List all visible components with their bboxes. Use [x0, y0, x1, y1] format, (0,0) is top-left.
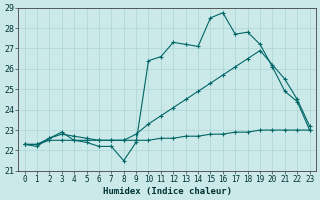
X-axis label: Humidex (Indice chaleur): Humidex (Indice chaleur) — [103, 187, 232, 196]
